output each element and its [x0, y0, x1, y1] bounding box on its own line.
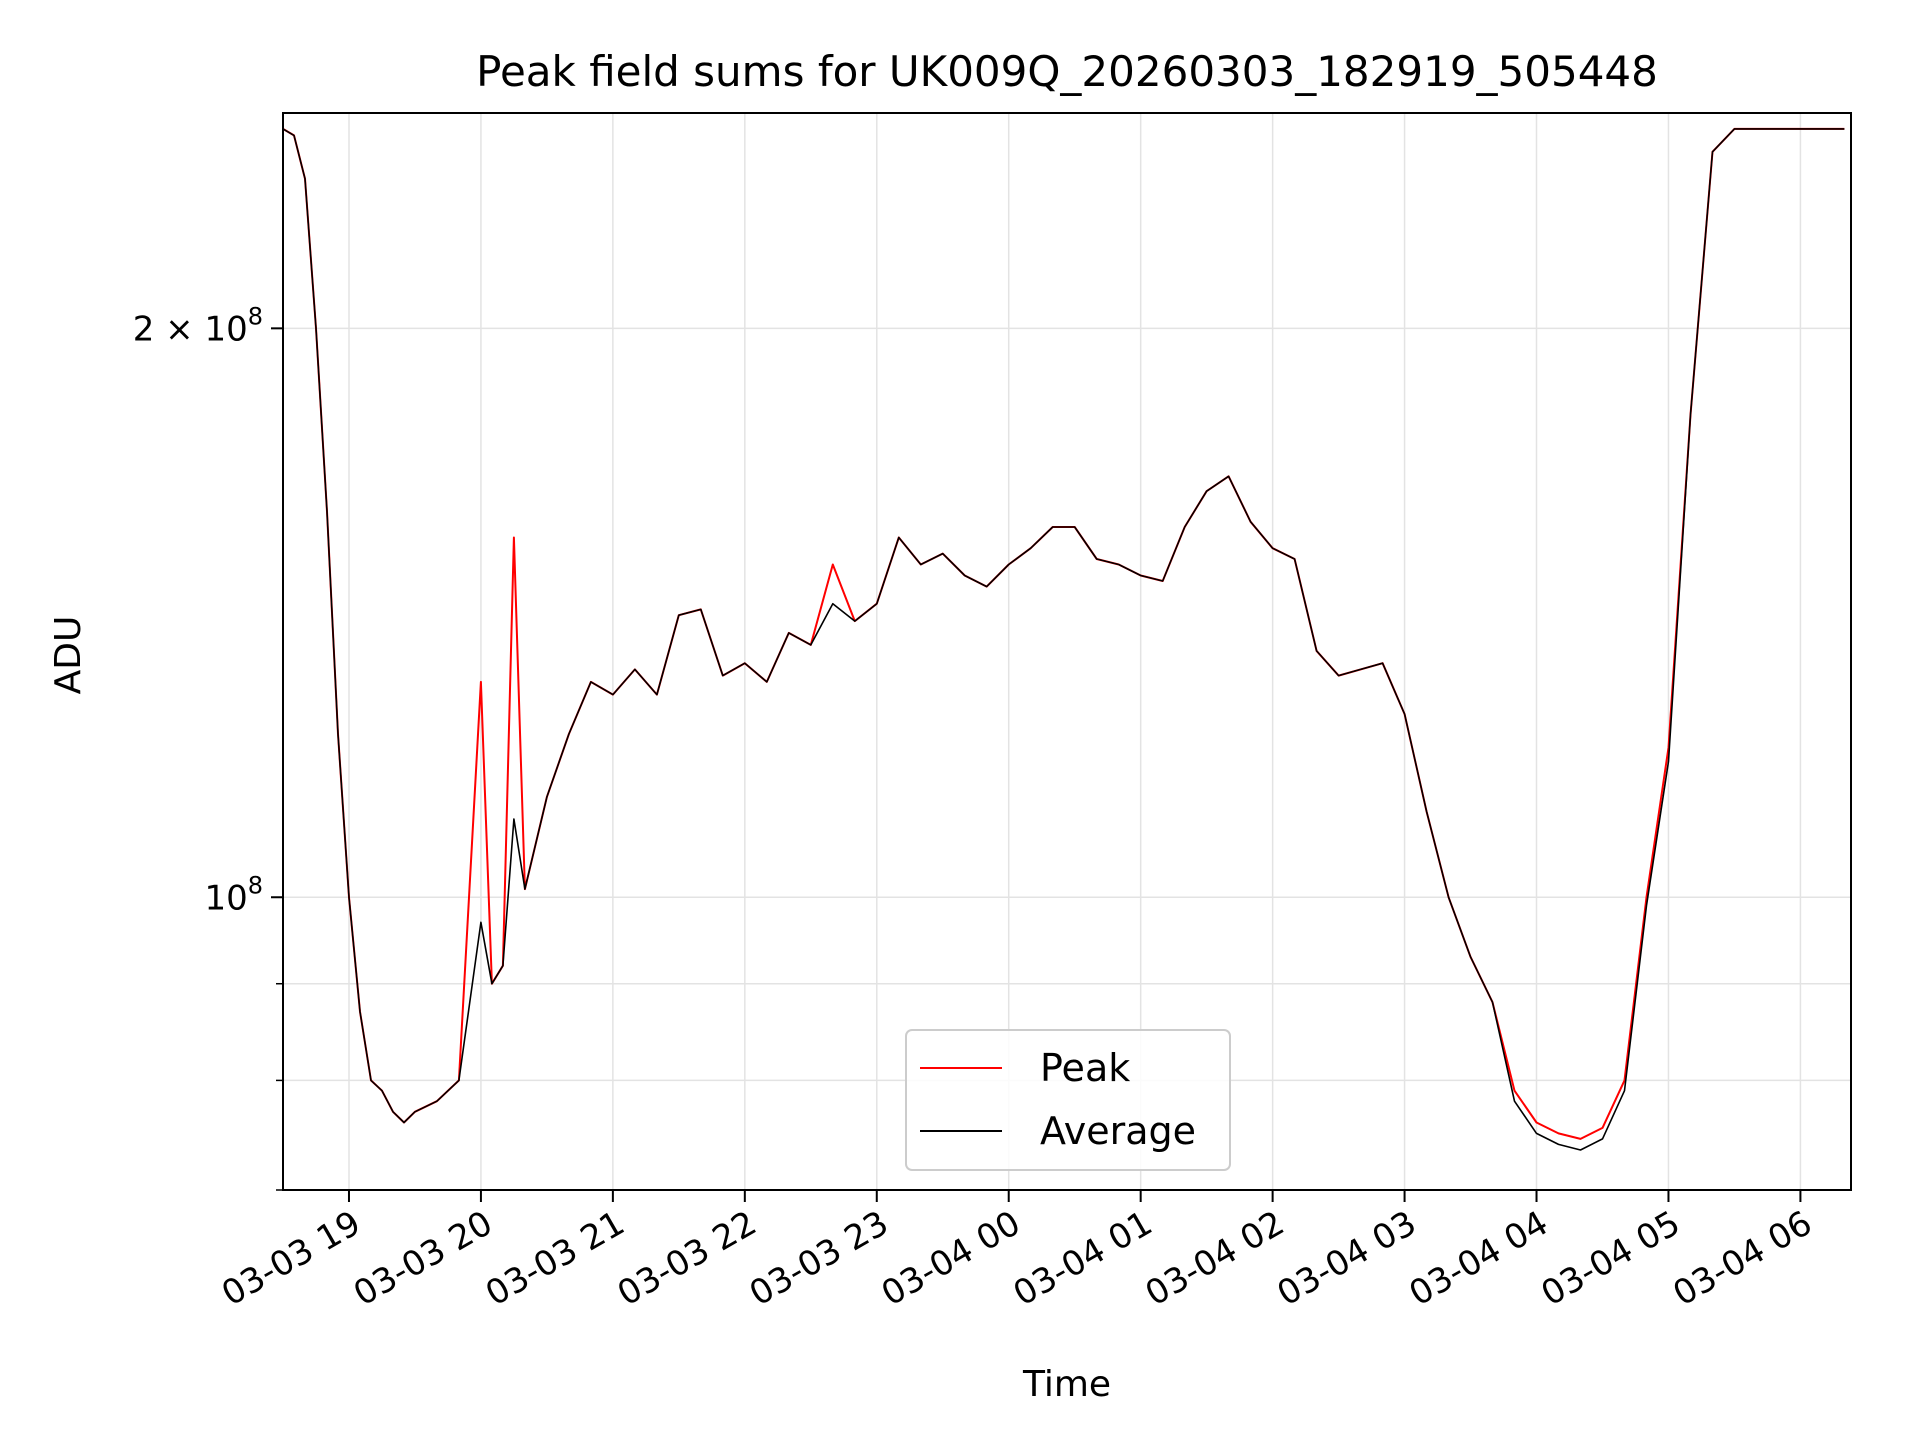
x-axis-label: Time: [1022, 1364, 1111, 1405]
plot-frame: [282, 112, 1852, 1191]
y-axis: 2 × 108 108: [133, 302, 283, 1191]
series-line-average: [282, 128, 1845, 1151]
grid: [283, 113, 1851, 1191]
series-group: [282, 127, 1845, 1151]
y-tick-label: 2 × 108: [133, 302, 263, 349]
legend-label-average: Average: [1040, 1109, 1196, 1153]
chart-title: Peak field sums for UK009Q_20260303_1829…: [476, 47, 1658, 96]
legend: Peak Average: [905, 1029, 1231, 1171]
y-axis-label: ADU: [48, 616, 89, 695]
y-tick-label: 108: [204, 871, 263, 918]
legend-label-peak: Peak: [1040, 1046, 1130, 1090]
legend-box: [905, 1029, 1231, 1171]
